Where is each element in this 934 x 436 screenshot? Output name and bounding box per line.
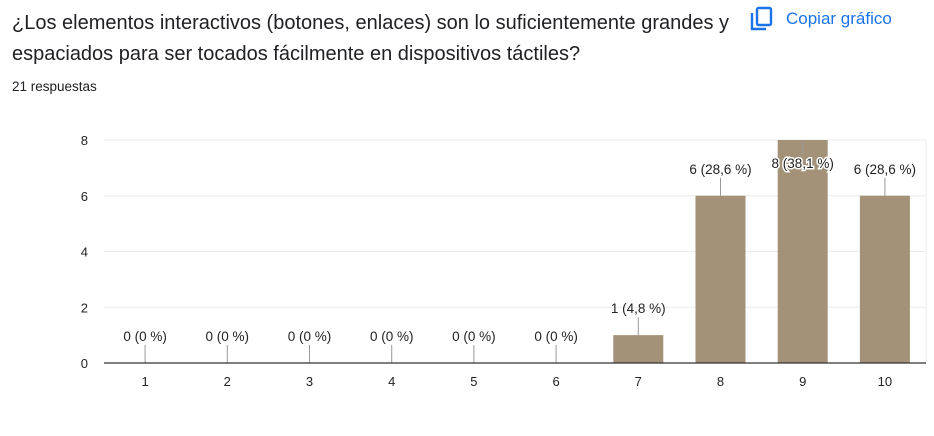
data-label: 6 (28,6 %) [689, 162, 751, 177]
data-label: 0 (0 %) [288, 329, 332, 344]
copy-chart-button[interactable]: Copiar gráfico [750, 6, 892, 32]
x-tick-label: 1 [141, 374, 148, 389]
response-count: 21 respuestas [12, 79, 97, 94]
y-tick-label: 8 [81, 133, 88, 148]
data-label: 6 (28,6 %) [854, 162, 916, 177]
x-tick-label: 6 [552, 374, 559, 389]
x-tick-label: 9 [799, 374, 806, 389]
data-label: 0 (0 %) [534, 329, 578, 344]
x-tick-label: 2 [224, 374, 231, 389]
copy-icon [750, 6, 773, 31]
bar [695, 195, 746, 363]
copy-chart-label: Copiar gráfico [786, 9, 892, 28]
data-label: 0 (0 %) [206, 329, 250, 344]
x-tick-label: 8 [717, 374, 724, 389]
x-tick-label: 4 [388, 374, 395, 389]
x-tick-label: 3 [306, 374, 313, 389]
y-tick-label: 4 [81, 245, 88, 260]
data-label: 1 (4,8 %) [611, 301, 666, 316]
question-title: ¿Los elementos interactivos (botones, en… [12, 12, 730, 65]
bar [613, 335, 664, 363]
bar [777, 140, 828, 363]
data-label: 0 (0 %) [123, 329, 167, 344]
y-tick-label: 0 [81, 356, 88, 371]
bar [859, 195, 910, 363]
x-tick-label: 7 [635, 374, 642, 389]
x-tick-label: 10 [878, 374, 892, 389]
data-label: 8 (38,1 %) [772, 156, 834, 171]
data-label: 0 (0 %) [370, 329, 414, 344]
y-tick-label: 6 [81, 189, 88, 204]
y-tick-label: 2 [81, 300, 88, 315]
data-label: 0 (0 %) [452, 329, 496, 344]
x-tick-label: 5 [470, 374, 477, 389]
